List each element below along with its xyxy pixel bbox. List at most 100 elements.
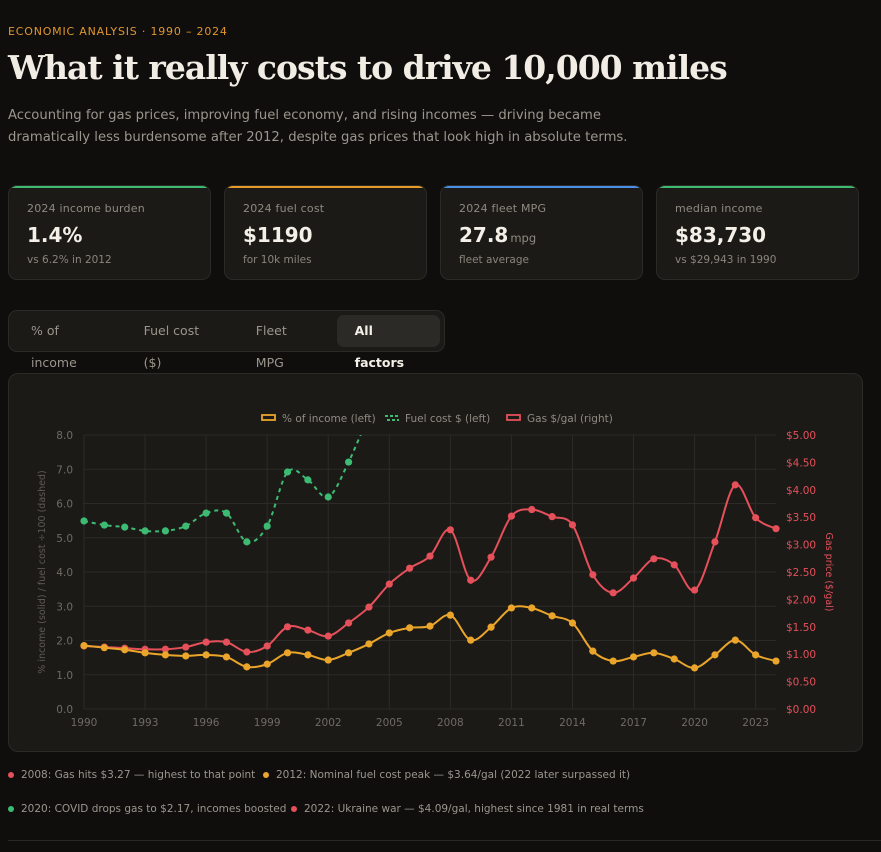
y2-tick-label: $5.00 [786, 430, 816, 442]
annotation-2022: 2022: Ukraine war — $4.09/gal, highest s… [291, 803, 644, 815]
legend: % of income (left) Fuel cost $ (left) Gas … [261, 413, 613, 425]
y2-tick-label: $3.50 [786, 512, 816, 524]
card-value-text: $1190 [243, 223, 313, 247]
tab-fleet-mpg[interactable]: Fleet MPG [255, 323, 287, 370]
data-point [324, 632, 332, 640]
x-tick-label: 2014 [559, 717, 586, 729]
data-point [487, 553, 495, 561]
series-line [83, 435, 362, 544]
data-point [467, 636, 475, 644]
card-value: 27.8 mpg [459, 223, 624, 247]
annotation-2008: 2008: Gas hits $3.27 — highest to that p… [8, 769, 255, 781]
data-point [772, 657, 780, 665]
y2-axis-label: Gas price ($/gal) [823, 533, 834, 612]
data-point [589, 571, 597, 579]
y2-tick-label: $4.50 [786, 457, 816, 469]
data-point [711, 538, 719, 546]
card-value: $83,730 [675, 223, 840, 247]
tab-percent-income[interactable]: % of income [31, 323, 77, 370]
series-income [80, 604, 780, 672]
data-point [283, 468, 292, 476]
data-point [487, 623, 495, 631]
data-point [243, 648, 251, 656]
data-point [690, 586, 699, 594]
stat-cards: 2024 income burden 1.4% vs 6.2% in 2012 … [8, 185, 859, 280]
data-point [222, 653, 231, 661]
data-point [304, 476, 312, 484]
data-point [182, 652, 190, 660]
data-point [141, 649, 149, 657]
series-fuel-cost [80, 435, 362, 546]
data-point [568, 619, 577, 627]
data-point [243, 663, 251, 671]
data-point [752, 651, 760, 659]
x-tick-label: 2011 [498, 717, 525, 729]
data-point [568, 521, 577, 529]
card-label: 2024 fleet MPG [459, 202, 547, 215]
x-tick-label: 2008 [437, 717, 464, 729]
legend-label: Gas $/gal (right) [527, 413, 613, 425]
data-point [222, 638, 231, 646]
data-point [548, 513, 556, 521]
y-tick-label: 1.0 [56, 670, 73, 682]
x-tick-label: 2002 [315, 717, 342, 729]
y-tick-label: 5.0 [56, 533, 73, 545]
data-point [426, 622, 434, 630]
card-label: median income [675, 202, 763, 215]
data-point [670, 561, 678, 569]
data-point [528, 604, 536, 612]
x-tick-label: 1999 [254, 717, 281, 729]
eyebrow: ECONOMIC ANALYSIS · 1990 – 2024 [8, 25, 228, 38]
data-point [202, 509, 210, 517]
data-point [222, 509, 231, 517]
legend-income: % of income (left) [261, 413, 376, 425]
view-tabs: % of income Fuel cost ($) Fleet MPG All … [8, 310, 445, 370]
x-tick-label: 2017 [620, 717, 647, 729]
annotation-2012: 2012: Nominal fuel cost peak — $3.64/gal… [263, 769, 630, 781]
data-point [283, 623, 292, 631]
y-tick-label: 6.0 [56, 499, 73, 511]
y-tick-label: 3.0 [56, 601, 73, 613]
data-point [589, 647, 597, 655]
tab-fuel-cost[interactable]: Fuel cost ($) [143, 323, 200, 370]
data-point [324, 493, 332, 501]
data-point [80, 642, 88, 650]
footer-divider [8, 840, 881, 841]
data-point [344, 619, 353, 627]
data-point [121, 646, 129, 654]
data-point [202, 651, 210, 659]
data-point [752, 514, 760, 522]
y2-tick-label: $2.50 [786, 567, 816, 579]
line-chart: 0.0 1.0 2.0 3.0 4.0 5.0 6.0 7.0 8.0 $0.00 $0.50 $1.… [37, 413, 834, 729]
green-dot-icon [8, 806, 14, 812]
data-point [772, 525, 780, 533]
tab-all-factors[interactable]: All factors [336, 315, 440, 370]
card-label: 2024 fuel cost [243, 202, 325, 215]
y-tick-label: 7.0 [56, 464, 73, 476]
legend-swatch [506, 414, 521, 421]
x-tick-label: 1990 [71, 717, 98, 729]
data-point [202, 638, 210, 646]
legend-label: % of income (left) [282, 413, 376, 425]
data-point [263, 660, 271, 668]
data-point [446, 611, 454, 619]
data-point [304, 651, 312, 659]
x-tick-label: 1993 [132, 717, 159, 729]
red-dot-icon [8, 772, 14, 778]
legend-fuel-cost: Fuel cost $ (left) [385, 413, 490, 425]
card-note: for 10k miles [243, 254, 312, 266]
data-point [344, 649, 353, 657]
data-point [243, 538, 251, 546]
y2-tick-label: $4.00 [786, 485, 816, 497]
data-point [182, 643, 190, 651]
legend-gas-price: Gas $/gal (right) [506, 413, 613, 425]
stat-card-fleet-mpg: 2024 fleet MPG 27.8 mpg fleet average [440, 185, 643, 280]
data-point [650, 555, 658, 563]
x-tick-label: 2023 [742, 717, 769, 729]
legend-label: Fuel cost $ (left) [405, 413, 490, 425]
y2-tick-label: $1.50 [786, 622, 816, 634]
annotation-text: 2020: COVID drops gas to $2.17, incomes … [21, 803, 287, 815]
data-point [385, 580, 393, 588]
data-point [467, 576, 475, 584]
data-point [629, 653, 638, 661]
